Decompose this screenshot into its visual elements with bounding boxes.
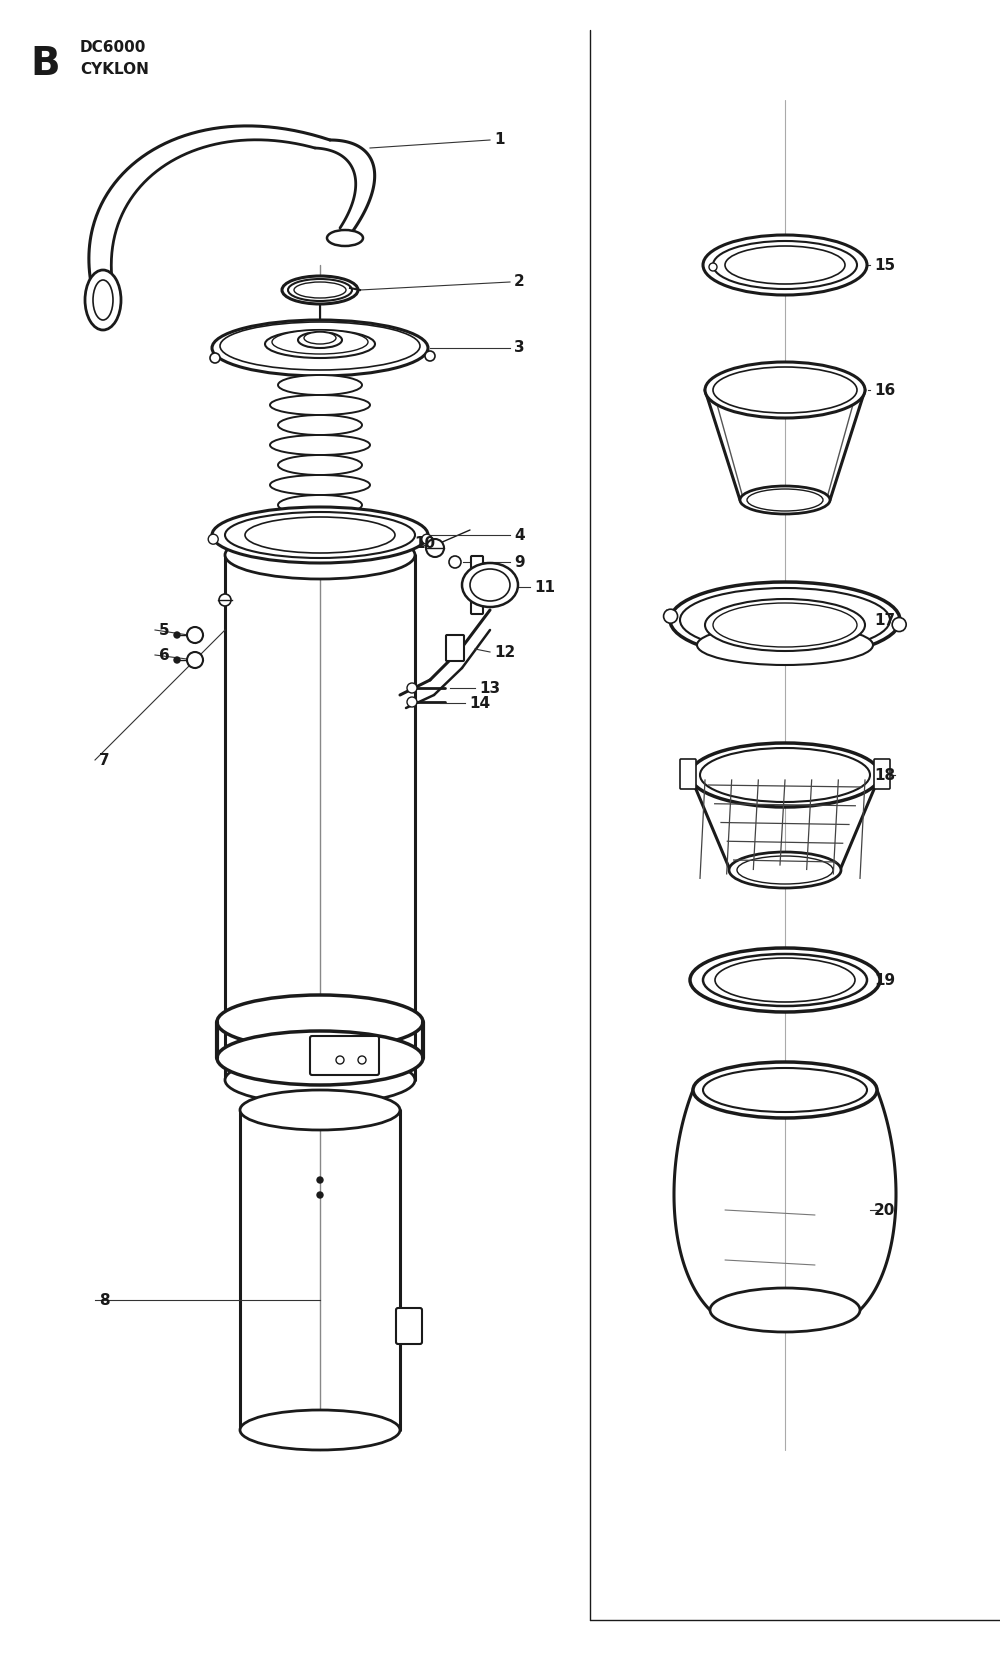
Ellipse shape: [740, 486, 830, 515]
Ellipse shape: [470, 569, 510, 601]
Text: 1: 1: [494, 133, 505, 148]
Text: 18: 18: [874, 767, 895, 782]
Ellipse shape: [304, 332, 336, 344]
Circle shape: [664, 609, 678, 622]
Text: 7: 7: [99, 752, 110, 767]
Ellipse shape: [240, 1091, 400, 1130]
Ellipse shape: [240, 1409, 400, 1449]
Text: 11: 11: [534, 579, 555, 594]
Circle shape: [892, 618, 906, 631]
Circle shape: [336, 1056, 344, 1064]
Text: 2: 2: [514, 274, 525, 289]
Ellipse shape: [705, 599, 865, 651]
Ellipse shape: [327, 231, 363, 246]
Ellipse shape: [212, 320, 428, 377]
Ellipse shape: [298, 332, 342, 349]
Ellipse shape: [693, 1062, 877, 1117]
Ellipse shape: [270, 475, 370, 495]
Circle shape: [187, 652, 203, 667]
Ellipse shape: [282, 276, 358, 304]
Circle shape: [174, 632, 180, 637]
Text: 5: 5: [159, 622, 170, 637]
Ellipse shape: [680, 588, 890, 652]
Text: 14: 14: [469, 696, 490, 710]
Ellipse shape: [703, 954, 867, 1006]
FancyBboxPatch shape: [471, 556, 483, 614]
Text: 8: 8: [99, 1293, 110, 1308]
Ellipse shape: [710, 1288, 860, 1331]
Ellipse shape: [212, 506, 428, 563]
Circle shape: [174, 657, 180, 662]
Text: 9: 9: [514, 554, 525, 569]
Ellipse shape: [670, 583, 900, 657]
Ellipse shape: [690, 948, 880, 1013]
Ellipse shape: [705, 362, 865, 418]
Ellipse shape: [703, 1067, 867, 1112]
Ellipse shape: [462, 563, 518, 608]
Ellipse shape: [697, 626, 873, 666]
Text: 19: 19: [874, 973, 895, 988]
Circle shape: [709, 262, 717, 271]
Text: 13: 13: [479, 681, 500, 696]
Ellipse shape: [270, 435, 370, 455]
Text: B: B: [30, 45, 60, 83]
Circle shape: [407, 697, 417, 707]
Text: 4: 4: [514, 528, 525, 543]
Circle shape: [317, 1177, 323, 1184]
Ellipse shape: [703, 236, 867, 295]
Text: 15: 15: [874, 257, 895, 272]
Text: 6: 6: [159, 647, 170, 662]
FancyBboxPatch shape: [396, 1308, 422, 1345]
Circle shape: [208, 535, 218, 544]
Text: 20: 20: [874, 1202, 895, 1217]
Ellipse shape: [225, 511, 415, 558]
Ellipse shape: [288, 279, 352, 300]
FancyBboxPatch shape: [874, 759, 890, 788]
Ellipse shape: [270, 395, 370, 415]
Circle shape: [422, 535, 432, 544]
Circle shape: [317, 1192, 323, 1199]
Text: 10: 10: [414, 536, 435, 551]
FancyBboxPatch shape: [446, 636, 464, 661]
Text: 12: 12: [494, 644, 515, 659]
Ellipse shape: [85, 271, 121, 330]
Circle shape: [219, 594, 231, 606]
Text: CYKLON: CYKLON: [80, 61, 149, 76]
Circle shape: [210, 354, 220, 364]
Ellipse shape: [278, 375, 362, 395]
Text: 16: 16: [874, 382, 895, 397]
Ellipse shape: [690, 744, 880, 807]
Ellipse shape: [265, 330, 375, 359]
Ellipse shape: [713, 367, 857, 413]
Ellipse shape: [217, 994, 423, 1049]
Ellipse shape: [225, 531, 415, 579]
Text: DC6000: DC6000: [80, 40, 146, 55]
Ellipse shape: [278, 495, 362, 515]
Ellipse shape: [729, 852, 841, 888]
Ellipse shape: [272, 330, 368, 354]
Ellipse shape: [278, 455, 362, 475]
FancyBboxPatch shape: [310, 1036, 379, 1076]
Circle shape: [407, 682, 417, 692]
Text: 3: 3: [514, 340, 525, 355]
Ellipse shape: [700, 749, 870, 802]
Ellipse shape: [93, 281, 113, 320]
Ellipse shape: [217, 1031, 423, 1086]
Ellipse shape: [220, 322, 420, 370]
Circle shape: [449, 556, 461, 568]
Ellipse shape: [713, 241, 857, 289]
Ellipse shape: [225, 1056, 415, 1104]
Circle shape: [426, 540, 444, 558]
FancyBboxPatch shape: [680, 759, 696, 788]
Circle shape: [358, 1056, 366, 1064]
Text: 17: 17: [874, 613, 895, 627]
Circle shape: [425, 350, 435, 360]
Ellipse shape: [278, 415, 362, 435]
Circle shape: [187, 627, 203, 642]
